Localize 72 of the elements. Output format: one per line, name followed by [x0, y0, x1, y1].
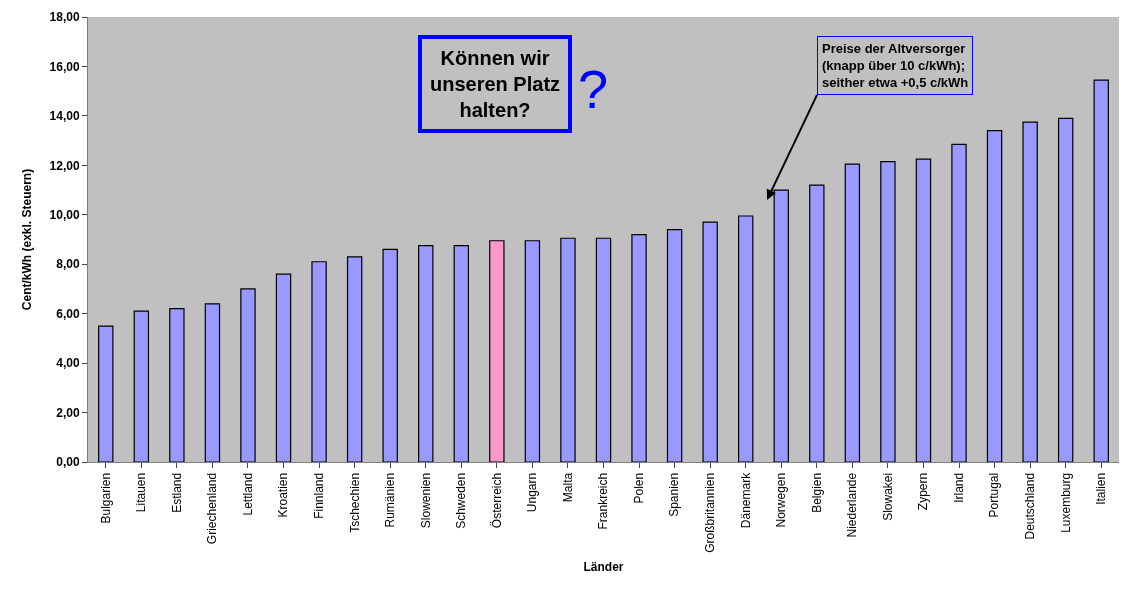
bar [1093, 79, 1109, 462]
x-tick-label: Lettland [240, 472, 255, 516]
bar [453, 245, 469, 462]
bar [986, 130, 1003, 462]
x-tick-label: Zypern [916, 472, 931, 511]
x-tick-label: Ungarn [525, 472, 540, 513]
annotation: Können wir unseren Platz halten? [430, 47, 561, 121]
x-tick-label: Slowenien [418, 472, 433, 529]
y-tick-label: 0,00 [56, 455, 80, 470]
x-tick-label: Frankreich [596, 472, 611, 530]
y-tick-label: 12,00 [49, 158, 80, 173]
bar [915, 158, 932, 462]
x-tick-label: Belgien [809, 472, 824, 513]
bar [738, 215, 754, 462]
y-tick-label: 14,00 [49, 109, 80, 124]
bar [1022, 121, 1038, 462]
x-tick-label: Estland [169, 472, 184, 513]
x-tick-label: Rumänien [383, 472, 398, 528]
y-tick-label: 18,00 [49, 10, 80, 25]
bar [382, 248, 398, 462]
x-tick-label: Portugal [987, 472, 1002, 518]
x-tick-label: Irland [951, 472, 966, 503]
x-tick-label: Luxemburg [1058, 472, 1073, 533]
x-tick-label: Polen [631, 472, 646, 504]
x-axis-title: Länder [583, 559, 624, 574]
bar [1057, 117, 1074, 462]
x-tick-label: Kroatien [276, 472, 291, 518]
annotation: ? [578, 59, 609, 119]
bar [702, 221, 718, 462]
x-tick-label: Slowakei [880, 472, 895, 521]
annotation: Preise der Altversorger (knapp über 10 c/kWh); seither etwa +0,5 c/kWh [822, 41, 969, 90]
bar [418, 245, 434, 462]
bar [631, 233, 647, 462]
bar [524, 240, 541, 462]
y-axis-title: Cent/kWh (exkl. Steuern) [19, 168, 34, 311]
bar [951, 143, 967, 462]
bar [98, 325, 114, 462]
bar [204, 303, 221, 462]
bar [809, 184, 825, 462]
bar [346, 256, 363, 462]
bar [169, 308, 185, 462]
x-tick-label: Malta [560, 472, 575, 503]
bar [595, 237, 612, 462]
x-tick-label: Norwegen [774, 472, 789, 528]
x-tick-label: Finnland [311, 472, 326, 519]
x-tick-label: Dänemark [738, 471, 753, 529]
bar [880, 161, 896, 462]
x-tick-label: Tschechien [347, 472, 362, 533]
y-tick-label: 16,00 [49, 59, 80, 74]
y-tick-label: 4,00 [56, 356, 80, 371]
bar [133, 310, 150, 462]
x-tick-label: Großbritannien [703, 472, 718, 553]
bar [560, 237, 576, 462]
x-tick-label: Bulgarien [98, 472, 113, 524]
bar [666, 229, 683, 462]
bar [844, 163, 861, 462]
x-tick-label: Griechenland [205, 472, 220, 545]
x-tick-label: Schweden [454, 472, 469, 529]
x-tick-label: Italien [1094, 472, 1109, 505]
y-tick-label: 2,00 [56, 405, 80, 420]
x-tick-label: Spanien [667, 472, 682, 517]
y-tick-label: 10,00 [49, 207, 80, 222]
x-tick-label: Litauen [134, 472, 149, 513]
bar [489, 240, 505, 462]
x-tick-label: Deutschland [1023, 472, 1038, 540]
bar [311, 261, 327, 462]
bar [275, 273, 292, 462]
y-tick-label: 8,00 [56, 257, 80, 272]
y-tick-label: 6,00 [56, 306, 80, 321]
x-tick-label: Niederlande [845, 472, 860, 538]
bar [240, 288, 256, 462]
x-tick-label: Österreich [489, 472, 504, 529]
